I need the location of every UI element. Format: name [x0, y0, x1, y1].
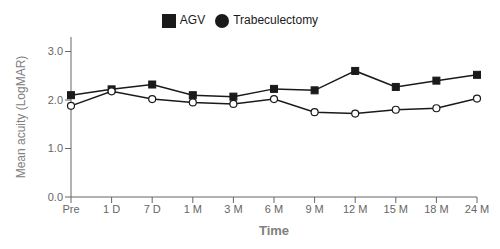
svg-text:9 M: 9 M	[305, 203, 323, 215]
svg-text:Pre: Pre	[62, 203, 79, 215]
svg-text:3.0: 3.0	[48, 45, 63, 57]
svg-text:24 M: 24 M	[465, 203, 489, 215]
html-text:AGV: AGV	[179, 13, 206, 27]
svg-text:7 D: 7 D	[144, 203, 161, 215]
svg-text:2.0: 2.0	[48, 94, 63, 106]
svg-text:1 M: 1 M	[184, 203, 202, 215]
svg-text:3 M: 3 M	[224, 203, 242, 215]
svg-text:1 D: 1 D	[103, 203, 120, 215]
svg-text:1.0: 1.0	[48, 142, 63, 154]
svg-text:18 M: 18 M	[424, 203, 448, 215]
html-text:Trabeculectomy: Trabeculectomy	[233, 13, 319, 27]
svg-text:12 M: 12 M	[343, 203, 367, 215]
svg-text:15 M: 15 M	[384, 203, 408, 215]
svg-text:Time: Time	[259, 223, 289, 238]
svg-text:0.0: 0.0	[48, 191, 63, 203]
svg-text:Mean acuity (LogMAR): Mean acuity (LogMAR)	[14, 56, 28, 179]
svg-text:6 M: 6 M	[265, 203, 283, 215]
